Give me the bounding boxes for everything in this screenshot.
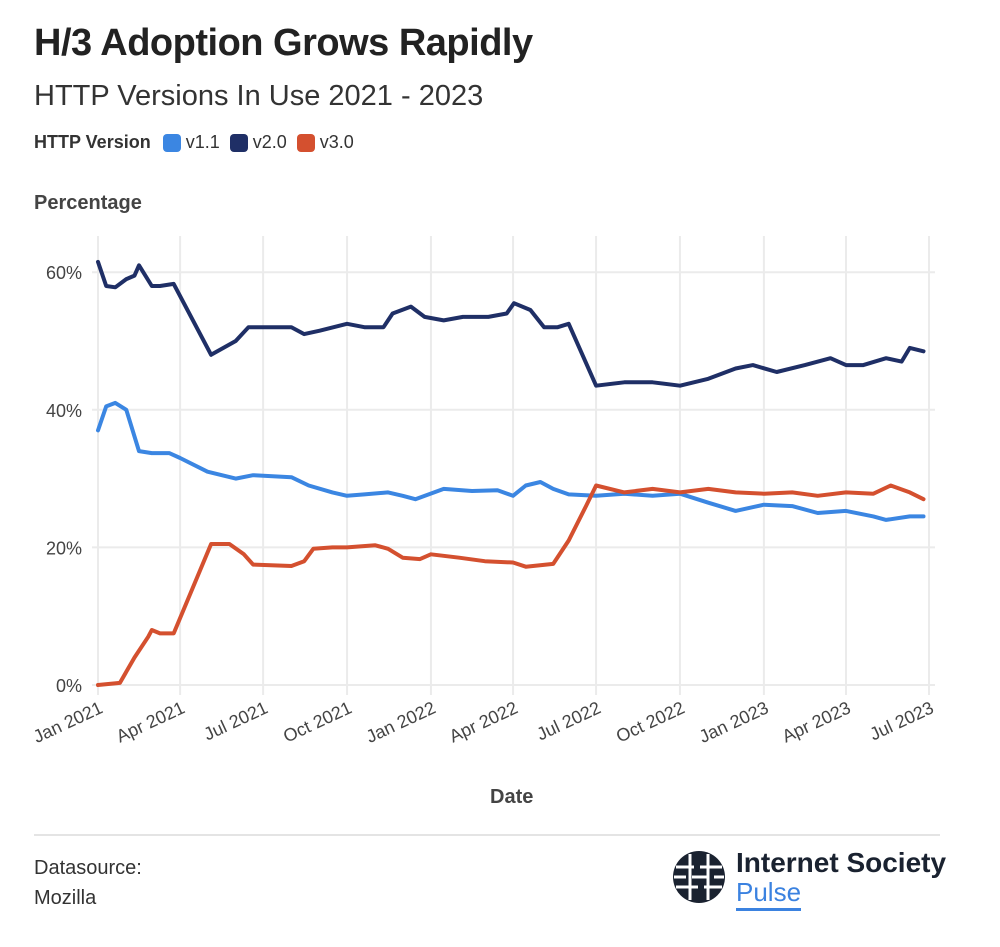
y-tick-label: 40%: [46, 401, 82, 421]
legend-item-v1.1: v1.1: [162, 132, 220, 153]
datasource: Datasource: Mozilla: [34, 853, 142, 913]
x-tick-label: Jan 2022: [363, 697, 439, 746]
x-tick-label: Apr 2021: [113, 697, 188, 746]
legend-item-v2.0: v2.0: [229, 132, 287, 153]
divider: [34, 834, 940, 836]
legend: HTTP Version v1.1 v2.0 v3.0: [34, 132, 364, 153]
internet-society-pulse-logo: Internet Society Pulse: [672, 848, 946, 911]
chart-subtitle: HTTP Versions In Use 2021 - 2023: [34, 80, 484, 112]
legend-label: v3.0: [319, 132, 354, 152]
series-line-v2.0: [96, 259, 926, 388]
legend-swatch: [296, 133, 315, 152]
x-tick-label: Jul 2021: [201, 697, 271, 744]
x-tick-label: Oct 2021: [280, 697, 355, 746]
x-axis-label: Date: [490, 786, 534, 808]
y-tick-label: 0%: [56, 676, 82, 696]
y-tick-label: 20%: [46, 538, 82, 558]
globe-icon: [673, 851, 725, 903]
x-tick-label: Jul 2023: [867, 697, 937, 744]
legend-label: v2.0: [252, 132, 287, 152]
legend-swatch: [229, 133, 248, 152]
line-chart: 0%20%40%60%Jan 2021 Apr 2021 Jul 2021 Oct 2…: [30, 236, 937, 747]
x-tick-label: Apr 2022: [446, 697, 521, 746]
chart-title: H/3 Adoption Grows Rapidly: [34, 22, 533, 64]
legend-label: v1.1: [185, 132, 220, 152]
x-tick-label: Jul 2022: [534, 697, 604, 744]
series-line-v1.1: [96, 400, 926, 522]
y-tick-label: 60%: [46, 263, 82, 283]
y-axis-label: Percentage: [34, 192, 142, 214]
legend-item-v3.0: v3.0: [296, 132, 354, 153]
x-tick-label: Jan 2021: [30, 697, 106, 746]
series-line-v3.0: [96, 483, 926, 687]
x-tick-label: Apr 2023: [779, 697, 854, 746]
datasource-value: Mozilla: [34, 887, 97, 909]
legend-swatch: [162, 133, 181, 152]
logo-text: Internet Society: [736, 847, 947, 878]
legend-title: HTTP Version: [34, 132, 151, 152]
x-tick-label: Jan 2023: [696, 697, 772, 746]
logo-subtext: Pulse: [736, 878, 802, 911]
datasource-label: Datasource:: [34, 857, 142, 879]
x-tick-label: Oct 2022: [613, 697, 688, 746]
